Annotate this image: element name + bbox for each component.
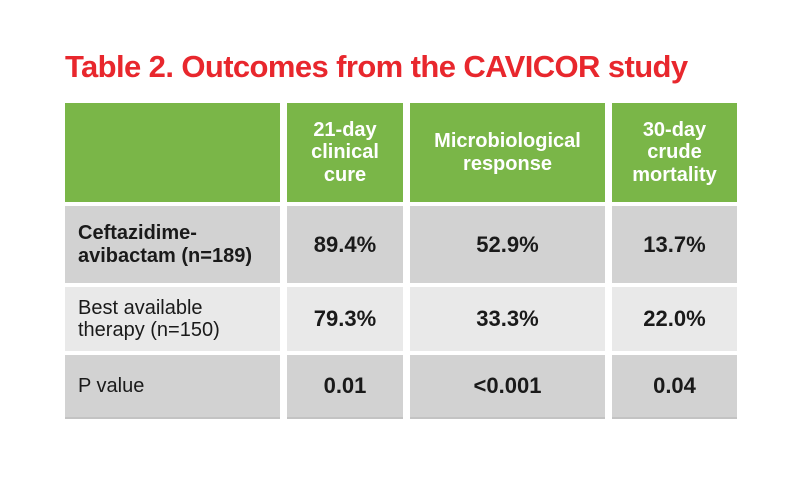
cell-bat-microbiological-response: 33.3% xyxy=(410,287,605,351)
cell-bat-clinical-cure: 79.3% xyxy=(287,287,403,351)
cell-ceftazidime-microbiological-response: 52.9% xyxy=(410,206,605,283)
row-label-ceftazidime-avibactam: Ceftazidime-avibactam (n=189) xyxy=(65,206,280,283)
row-label-p-value: P value xyxy=(65,355,280,417)
header-cell-microbiological-response: Microbiological response xyxy=(410,103,605,202)
table-title: Table 2. Outcomes from the CAVICOR study xyxy=(65,49,688,84)
header-cell-blank xyxy=(65,103,280,202)
cell-bat-crude-mortality: 22.0% xyxy=(612,287,737,351)
cell-ceftazidime-clinical-cure: 89.4% xyxy=(287,206,403,283)
cell-ceftazidime-crude-mortality: 13.7% xyxy=(612,206,737,283)
cell-pvalue-microbiological-response: <0.001 xyxy=(410,355,605,417)
row-label-best-available-therapy: Best available therapy (n=150) xyxy=(65,287,280,351)
header-cell-21day-clinical-cure: 21-day clinical cure xyxy=(287,103,403,202)
cell-pvalue-crude-mortality: 0.04 xyxy=(612,355,737,417)
header-cell-30day-crude-mortality: 30-day crude mortality xyxy=(612,103,737,202)
cell-pvalue-clinical-cure: 0.01 xyxy=(287,355,403,417)
outcomes-table: 21-day clinical cure Microbiological res… xyxy=(65,103,737,417)
